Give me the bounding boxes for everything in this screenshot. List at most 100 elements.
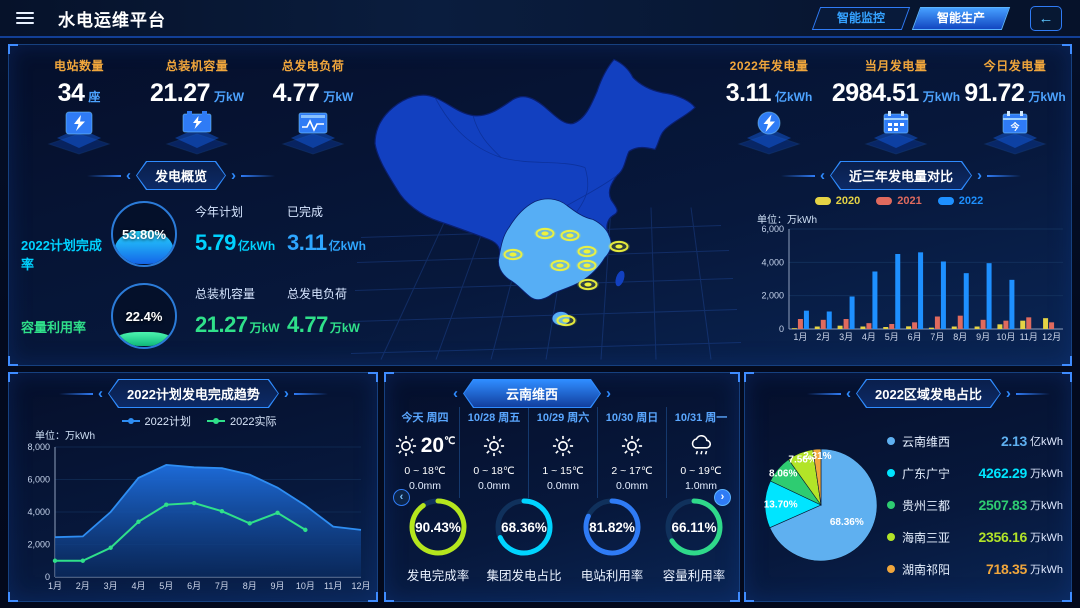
gauge-station-utilization: 81.82% 电站利用率 — [571, 495, 653, 584]
pie-legend-row-4[interactable]: 湖南祁阳 718.35 万kWh — [887, 559, 1063, 579]
stat-value: 4.77 万kW — [272, 79, 354, 107]
svg-text:2月: 2月 — [816, 332, 830, 342]
bar-2022-10月 — [1009, 279, 1015, 329]
nav-smart-monitoring-button[interactable]: 智能监控 — [811, 6, 911, 30]
stat-tile-month-generation: 当月发电量 2984.51 万kWh — [831, 57, 961, 161]
stat-tile-station-count: 电站数量 34 座 — [23, 57, 135, 161]
gauge-label: 发电完成率 — [406, 569, 470, 583]
svg-text:9月: 9月 — [976, 332, 990, 342]
pie-legend-row-1[interactable]: 广东广宁 4262.29 万kWh — [887, 463, 1063, 483]
legend-value: 718.35 — [985, 561, 1027, 577]
legend-unit: 万kWh — [1030, 468, 1063, 480]
legend-item-2021[interactable]: 2021 — [876, 195, 922, 207]
weather-date: 10/31 周一 — [674, 412, 728, 424]
svg-text:9月: 9月 — [271, 581, 285, 591]
stat-tile-year-generation: 2022年发电量 3.11 亿kWh — [709, 57, 829, 161]
legend-item-2020[interactable]: 2020 — [814, 195, 860, 207]
bar-2020-10月 — [997, 324, 1003, 329]
plan-completion-trend-chart[interactable]: 0 2,000 4,000 6,000 8,000 1月 2月 3月 4月 5月 6月 7月 8月 9月 1… — [17, 439, 371, 595]
badge-frame: 近三年发电量对比 — [830, 161, 972, 190]
liquid-gauge-capacity-utilization: 22.4% — [111, 283, 177, 349]
china-map[interactable] — [350, 47, 742, 363]
svg-text:2,000: 2,000 — [761, 291, 784, 301]
bar-2020-1月 — [791, 328, 797, 329]
gauge-value: 68.36% — [501, 519, 547, 535]
station-marker — [608, 240, 630, 253]
overview-item-generation-load: 总发电负荷 4.77 万kW — [287, 285, 360, 338]
bar-chart-legend: 2020 2021 2022 — [799, 195, 999, 207]
svg-text:0: 0 — [779, 324, 784, 334]
legend-item-2022[interactable]: 2022 — [937, 195, 983, 207]
chevron-right-icon: › — [1005, 385, 1011, 402]
regional-share-pie-chart[interactable]: 68.36% 13.70% 8.06% 7.56%2.31% — [759, 443, 883, 567]
svg-text:2.31%: 2.31% — [803, 451, 831, 462]
sun-icon — [552, 435, 574, 457]
svg-text:3月: 3月 — [839, 332, 853, 342]
weather-day-1: 10/28 周五 0 ~ 18℃ 0.0mm — [459, 407, 528, 498]
chevron-right-icon: › — [720, 491, 725, 503]
legend-item-2022实际[interactable]: 2022实际 — [207, 413, 276, 429]
bar-2021-11月 — [1026, 317, 1032, 329]
svg-text:1月: 1月 — [793, 332, 807, 342]
bar-2022-1月 — [803, 310, 809, 329]
chevron-left-icon: ‹ — [399, 491, 404, 503]
chevron-right-icon: › — [606, 385, 612, 402]
bar-2020-8月 — [951, 326, 957, 329]
gauge-label: 集团发电占比 — [486, 569, 562, 583]
stat-value: 91.72 万kWh — [964, 79, 1066, 107]
temp-range: 0 ~ 19℃ — [680, 465, 722, 477]
weather-day-3: 10/30 周日 2 ~ 17℃ 0.0mm — [597, 407, 666, 498]
svg-text:2,000: 2,000 — [27, 540, 50, 550]
pie-legend-row-0[interactable]: 云南维西 2.13 亿kWh — [887, 431, 1063, 451]
back-button[interactable]: ← — [1030, 5, 1062, 31]
weather-date: 今天 周四 — [401, 412, 449, 424]
menu-icon[interactable] — [16, 12, 34, 24]
gauge-label: 容量利用率 — [662, 569, 726, 583]
temp-range: 2 ~ 17℃ — [611, 465, 653, 477]
sun-icon — [621, 435, 643, 457]
station-marker — [576, 259, 598, 272]
chevron-left-icon: ‹ — [126, 167, 131, 184]
section-header-trend: ‹ 2022计划发电完成趋势 › — [59, 379, 328, 408]
svg-text:4,000: 4,000 — [27, 507, 50, 517]
nav-smart-production-button[interactable]: 智能生产 — [911, 6, 1011, 30]
bar-2021-3月 — [843, 319, 849, 329]
svg-text:4月: 4月 — [862, 332, 876, 342]
legend-value: 2507.83 — [978, 497, 1027, 513]
gauge-value: 90.43% — [415, 519, 461, 535]
bar-2020-12月 — [1043, 318, 1049, 329]
pie-legend-row-3[interactable]: 海南三亚 2356.16 万kWh — [887, 527, 1063, 547]
legend-item-2022计划[interactable]: 2022计划 — [121, 413, 191, 429]
legend-region-name: 云南维西 — [902, 434, 951, 449]
gauge-ring — [583, 498, 641, 556]
svg-text:68.36%: 68.36% — [830, 517, 864, 528]
section-title: 近三年发电量对比 — [831, 162, 971, 189]
svg-text:11月: 11月 — [324, 581, 342, 591]
carousel-next-button[interactable]: › — [714, 489, 731, 506]
back-arrow-icon: ← — [1038, 9, 1054, 27]
pie-slice-湖南祁阳 — [812, 448, 822, 506]
liquid-percent: 53.80% — [121, 226, 167, 242]
pie-legend-row-2[interactable]: 贵州三都 2507.83 万kWh — [887, 495, 1063, 515]
stat-label: 今日发电量 — [983, 59, 1047, 73]
gauge-value: 81.82% — [589, 519, 635, 535]
bar-2020-4月 — [860, 326, 866, 329]
liquid-fill — [114, 230, 174, 264]
bar-2021-1月 — [797, 319, 803, 329]
carousel-prev-button[interactable]: ‹ — [393, 489, 410, 506]
badge-wing-left — [807, 392, 841, 395]
legend-value: 4262.29 — [978, 465, 1027, 481]
station-markers[interactable] — [502, 227, 630, 327]
gauge-label: 电站利用率 — [580, 569, 644, 583]
nav-smart-monitoring-label: 智能监控 — [836, 10, 885, 25]
stat-tile-installed-capacity: 总装机容量 21.27 万kW — [141, 57, 253, 161]
bar-2021-9月 — [980, 319, 986, 329]
badge-wing-right — [293, 392, 328, 395]
svg-text:0: 0 — [45, 572, 50, 582]
stat-value: 34 座 — [57, 79, 101, 107]
three-year-bar-chart[interactable]: 0 2,000 4,000 6,000 1月 2月 3月 4月 5月 6月 7月 8月 9月 10月 11月… — [755, 223, 1067, 345]
svg-text:7.56%: 7.56% — [788, 454, 816, 465]
trend-panel: ‹ 2022计划发电完成趋势 › 2022计划 2022实际 单位：万kWh 0 2… — [8, 372, 378, 602]
bar-2021-4月 — [866, 323, 872, 329]
svg-text:6,000: 6,000 — [27, 475, 50, 485]
